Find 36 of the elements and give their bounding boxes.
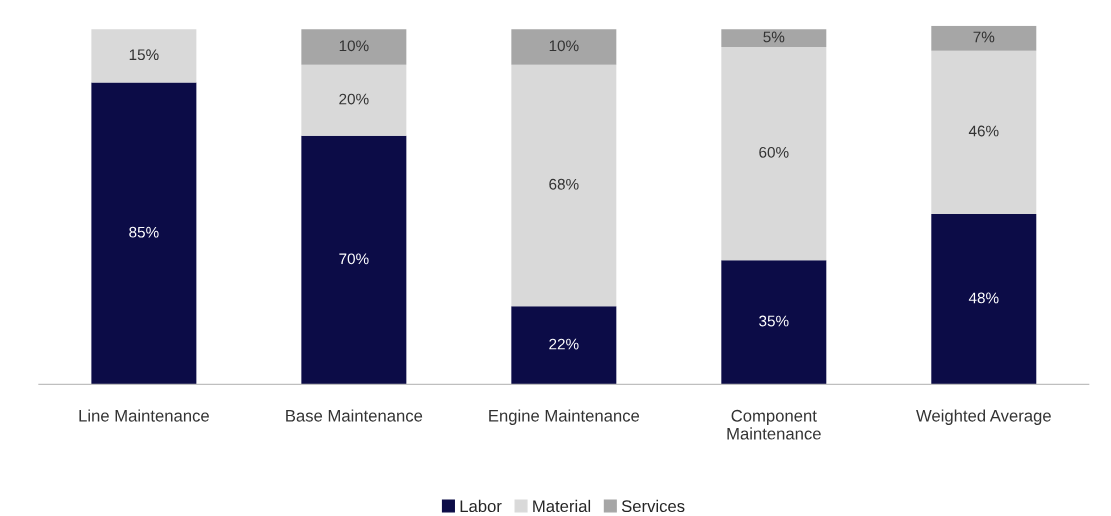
bar bbox=[931, 25, 1037, 51]
legend-label: Services bbox=[621, 499, 685, 513]
data-label: 22% bbox=[549, 338, 579, 350]
data-label: 60% bbox=[759, 146, 789, 158]
bar bbox=[511, 29, 617, 65]
x-tick-label: Base Maintenance bbox=[286, 409, 423, 422]
data-label: 46% bbox=[968, 125, 999, 137]
bar bbox=[301, 29, 407, 65]
x-tick-label: Component Maintenance bbox=[727, 409, 821, 440]
data-label: 15% bbox=[129, 49, 159, 61]
x-tick-label: Engine Maintenance bbox=[489, 409, 640, 425]
bar bbox=[931, 50, 1037, 214]
data-label: 10% bbox=[549, 40, 579, 52]
data-label: 7% bbox=[973, 31, 995, 43]
data-label: 85% bbox=[129, 226, 159, 238]
bar bbox=[511, 306, 617, 385]
bar bbox=[721, 47, 827, 261]
x-tick-label: Line Maintenance bbox=[79, 409, 209, 422]
bar bbox=[301, 64, 407, 136]
legend-label: Material bbox=[533, 499, 591, 513]
bar bbox=[931, 213, 1037, 385]
data-label: 35% bbox=[759, 315, 789, 327]
data-label: 5% bbox=[763, 31, 785, 43]
bar bbox=[511, 64, 617, 307]
legend-label: Labor bbox=[460, 499, 502, 513]
data-label: 70% bbox=[339, 253, 369, 265]
bar bbox=[301, 135, 407, 385]
bar bbox=[721, 260, 827, 385]
data-label: 20% bbox=[339, 93, 369, 105]
bar bbox=[721, 29, 827, 48]
data-label: 68% bbox=[549, 178, 579, 190]
x-tick-label: Weighted Average bbox=[916, 409, 1051, 425]
bar bbox=[91, 82, 197, 385]
data-label: 10% bbox=[339, 40, 369, 52]
data-label: 48% bbox=[968, 292, 999, 304]
bar bbox=[91, 29, 197, 83]
